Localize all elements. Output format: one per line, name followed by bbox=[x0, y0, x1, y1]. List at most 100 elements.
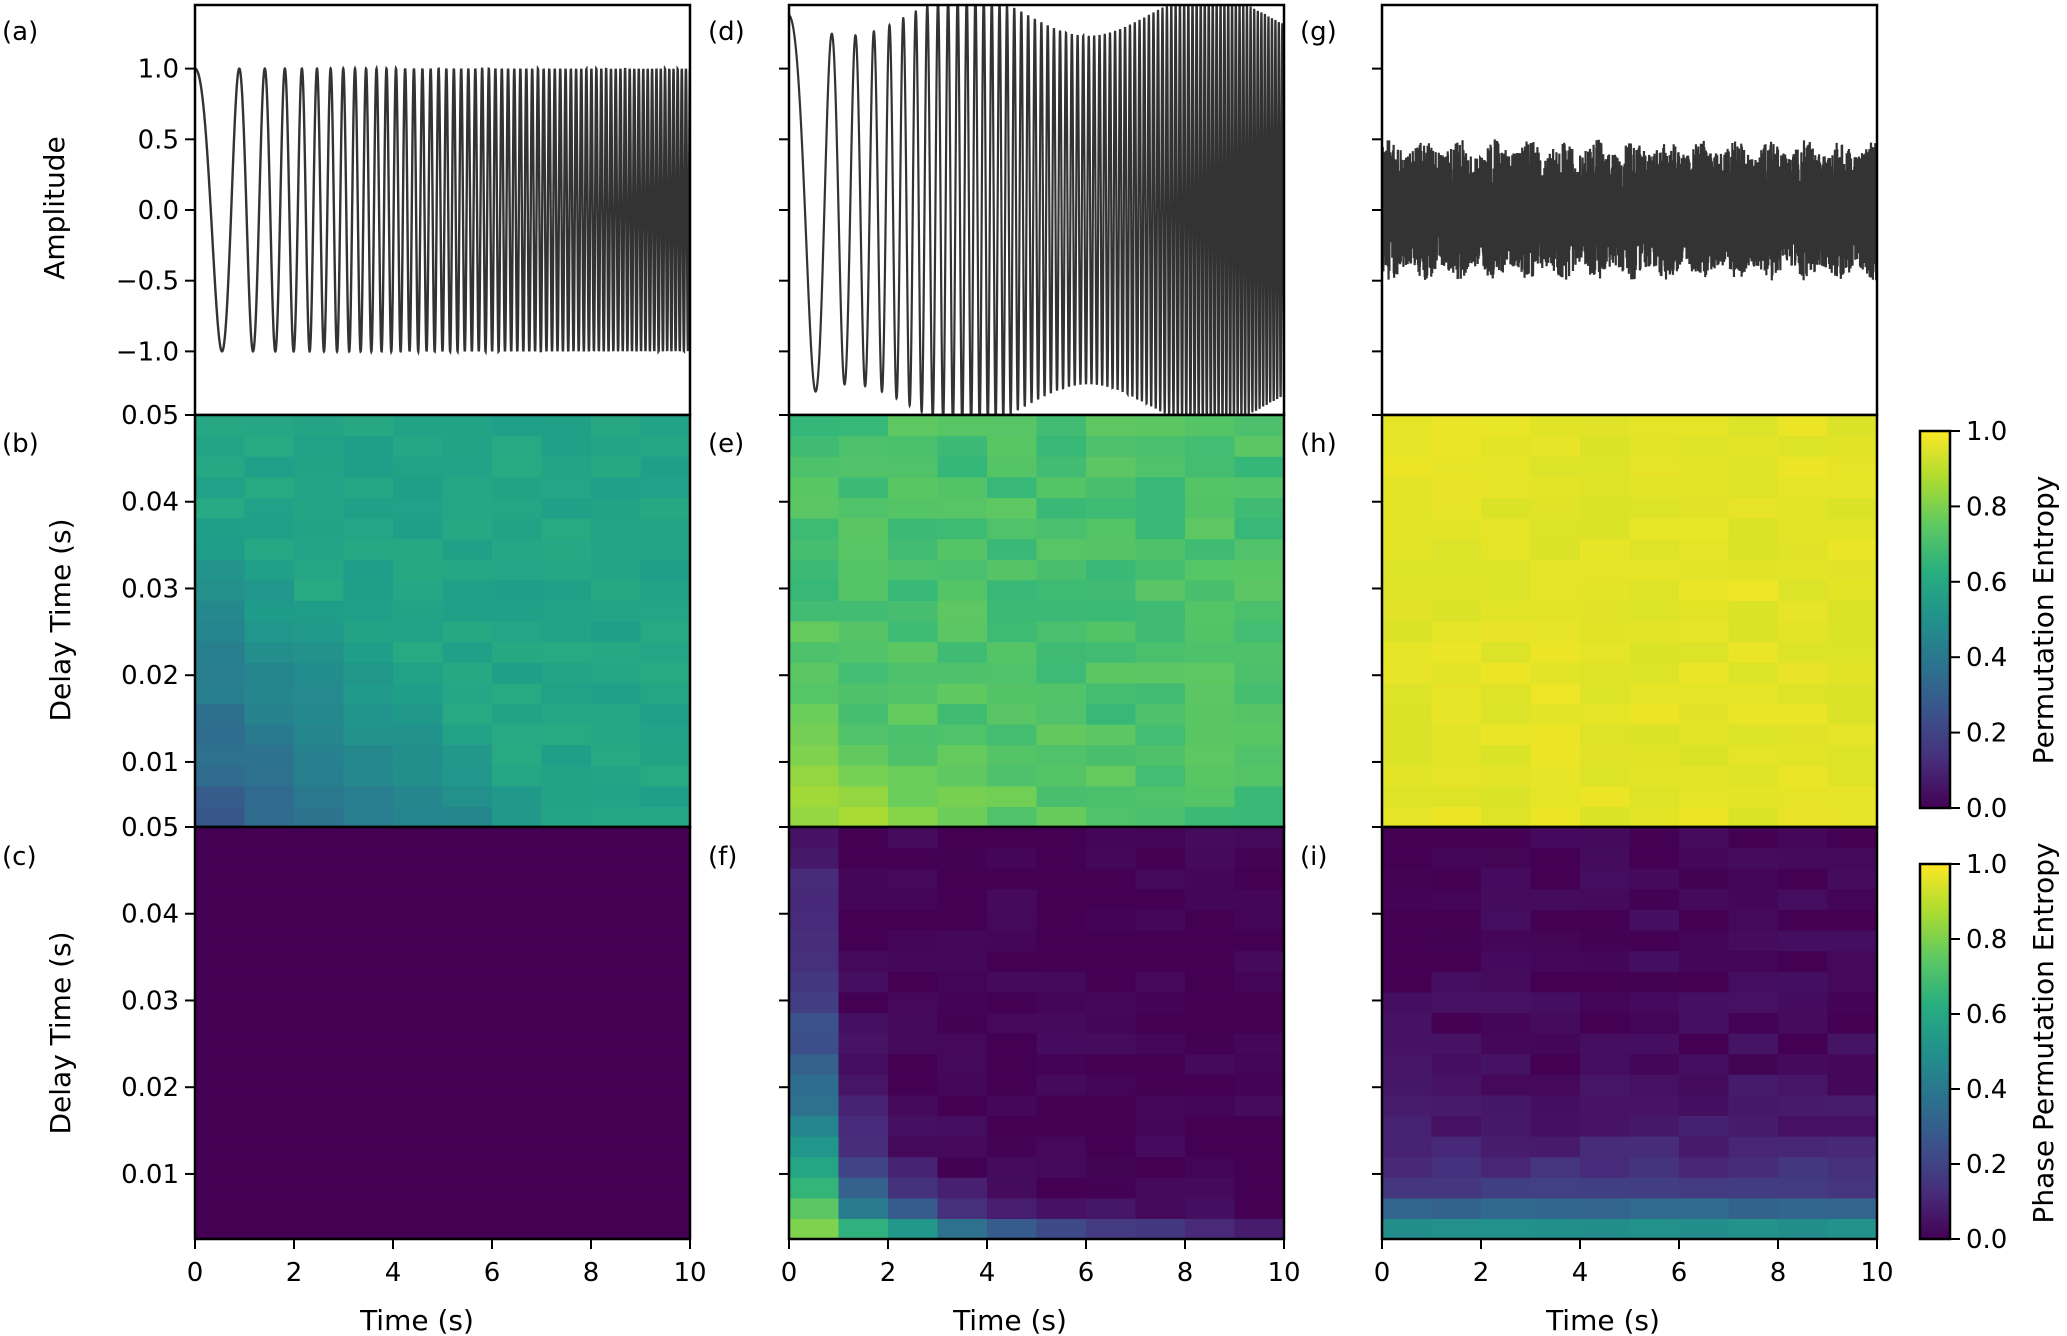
heatmap-cell bbox=[640, 930, 691, 952]
heatmap-cell bbox=[640, 662, 691, 684]
heatmap-cell bbox=[1481, 806, 1532, 828]
heatmap-cell bbox=[937, 476, 988, 498]
heatmap-cell bbox=[789, 497, 840, 519]
heatmap-cell bbox=[1530, 991, 1581, 1013]
heatmap-cell bbox=[1530, 806, 1581, 828]
heatmap-cell bbox=[1135, 497, 1186, 519]
heatmap-cell bbox=[1580, 1074, 1631, 1096]
heatmap-cell bbox=[789, 641, 840, 663]
heatmap-cell bbox=[393, 724, 444, 746]
heatmap-cell bbox=[1481, 600, 1532, 622]
heatmap-cell bbox=[987, 1074, 1038, 1096]
heatmap-cell bbox=[1728, 888, 1779, 910]
heatmap-cell bbox=[1679, 518, 1730, 540]
heatmap-cell bbox=[1827, 1115, 1878, 1137]
heatmap-cell bbox=[888, 950, 939, 972]
heatmap-cell bbox=[1234, 435, 1285, 457]
heatmap-cell bbox=[1234, 538, 1285, 560]
heatmap-cell bbox=[1086, 518, 1137, 540]
heatmap-cell bbox=[343, 744, 394, 766]
heatmap-cell bbox=[294, 456, 345, 478]
heatmap-cell bbox=[244, 1094, 295, 1116]
heatmap-cell bbox=[195, 991, 246, 1013]
heatmap-cell bbox=[789, 1218, 840, 1240]
y-tick-label: 0.01 bbox=[121, 1160, 179, 1190]
heatmap-cell bbox=[1778, 662, 1829, 684]
heatmap-cell bbox=[1185, 724, 1236, 746]
heatmap-cell bbox=[838, 703, 889, 725]
heatmap-cell bbox=[442, 1094, 493, 1116]
heatmap-cell bbox=[1431, 724, 1482, 746]
heatmap-cell bbox=[1481, 1115, 1532, 1137]
heatmap-cell bbox=[1778, 847, 1829, 869]
x-tick-label: 6 bbox=[1671, 1258, 1688, 1288]
heatmap-cell bbox=[888, 703, 939, 725]
heatmap-cell bbox=[937, 435, 988, 457]
heatmap-cell bbox=[591, 662, 642, 684]
heatmap-cell bbox=[888, 806, 939, 828]
heatmap-cell bbox=[1086, 724, 1137, 746]
heatmap-cell bbox=[195, 868, 246, 890]
heatmap-cell bbox=[888, 600, 939, 622]
heatmap-cell bbox=[789, 1094, 840, 1116]
heatmap-cell bbox=[343, 1074, 394, 1096]
heatmap-cell bbox=[1382, 1218, 1433, 1240]
heatmap-cell bbox=[343, 724, 394, 746]
heatmap-cell bbox=[1481, 497, 1532, 519]
heatmap-cell bbox=[1135, 785, 1186, 807]
heatmap-cell bbox=[838, 1177, 889, 1199]
heatmap-cell bbox=[1431, 785, 1482, 807]
heatmap-cell bbox=[1580, 435, 1631, 457]
heatmap-cell bbox=[591, 435, 642, 457]
heatmap-cell bbox=[492, 476, 543, 498]
heatmap-cell bbox=[294, 1197, 345, 1219]
heatmap-cell bbox=[591, 1053, 642, 1075]
heatmap-cell bbox=[393, 579, 444, 601]
heatmap-cell bbox=[987, 991, 1038, 1013]
heatmap-cell bbox=[1086, 785, 1137, 807]
heatmap-cell bbox=[591, 744, 642, 766]
heatmap-cell bbox=[1580, 724, 1631, 746]
heatmap-cell bbox=[541, 641, 592, 663]
heatmap-cell bbox=[393, 827, 444, 849]
heatmap-cell bbox=[393, 621, 444, 643]
heatmap-cell bbox=[492, 1115, 543, 1137]
heatmap-cell bbox=[1135, 1033, 1186, 1055]
heatmap-cell bbox=[1827, 662, 1878, 684]
heatmap-cell bbox=[492, 785, 543, 807]
heatmap-cell bbox=[1185, 579, 1236, 601]
heatmap-cell bbox=[1135, 806, 1186, 828]
heatmap-cell bbox=[1431, 1156, 1482, 1178]
heatmap-cell bbox=[294, 600, 345, 622]
heatmap-cell bbox=[1036, 827, 1087, 849]
heatmap-cell bbox=[888, 1197, 939, 1219]
heatmap-cell bbox=[1382, 724, 1433, 746]
heatmap-cell bbox=[1629, 868, 1680, 890]
heatmap-cell bbox=[393, 415, 444, 437]
heatmap-cell bbox=[1827, 435, 1878, 457]
heatmap-cell bbox=[1778, 1177, 1829, 1199]
heatmap-cell bbox=[1431, 930, 1482, 952]
heatmap-cell bbox=[244, 1074, 295, 1096]
heatmap-cell bbox=[393, 744, 444, 766]
heatmap-cell bbox=[1728, 785, 1779, 807]
heatmap-cell bbox=[1135, 1197, 1186, 1219]
heatmap-cell bbox=[195, 559, 246, 581]
heatmap-cell bbox=[1629, 559, 1680, 581]
heatmap-cell bbox=[1234, 1177, 1285, 1199]
heatmap-cell bbox=[1728, 621, 1779, 643]
heatmap-cell bbox=[442, 538, 493, 560]
heatmap-cell bbox=[640, 806, 691, 828]
heatmap-cell bbox=[1481, 703, 1532, 725]
heatmap-cell bbox=[1728, 765, 1779, 787]
heatmap-cell bbox=[987, 435, 1038, 457]
heatmap-cell bbox=[888, 1177, 939, 1199]
heatmap-cell bbox=[987, 1053, 1038, 1075]
heatmap-cell bbox=[1827, 1197, 1878, 1219]
x-tick-label: 4 bbox=[1572, 1258, 1589, 1288]
y-tick-label: −1.0 bbox=[116, 337, 179, 367]
heatmap-cell bbox=[1036, 744, 1087, 766]
heatmap-cell bbox=[195, 600, 246, 622]
heatmap-cell bbox=[591, 868, 642, 890]
heatmap-cell bbox=[541, 538, 592, 560]
